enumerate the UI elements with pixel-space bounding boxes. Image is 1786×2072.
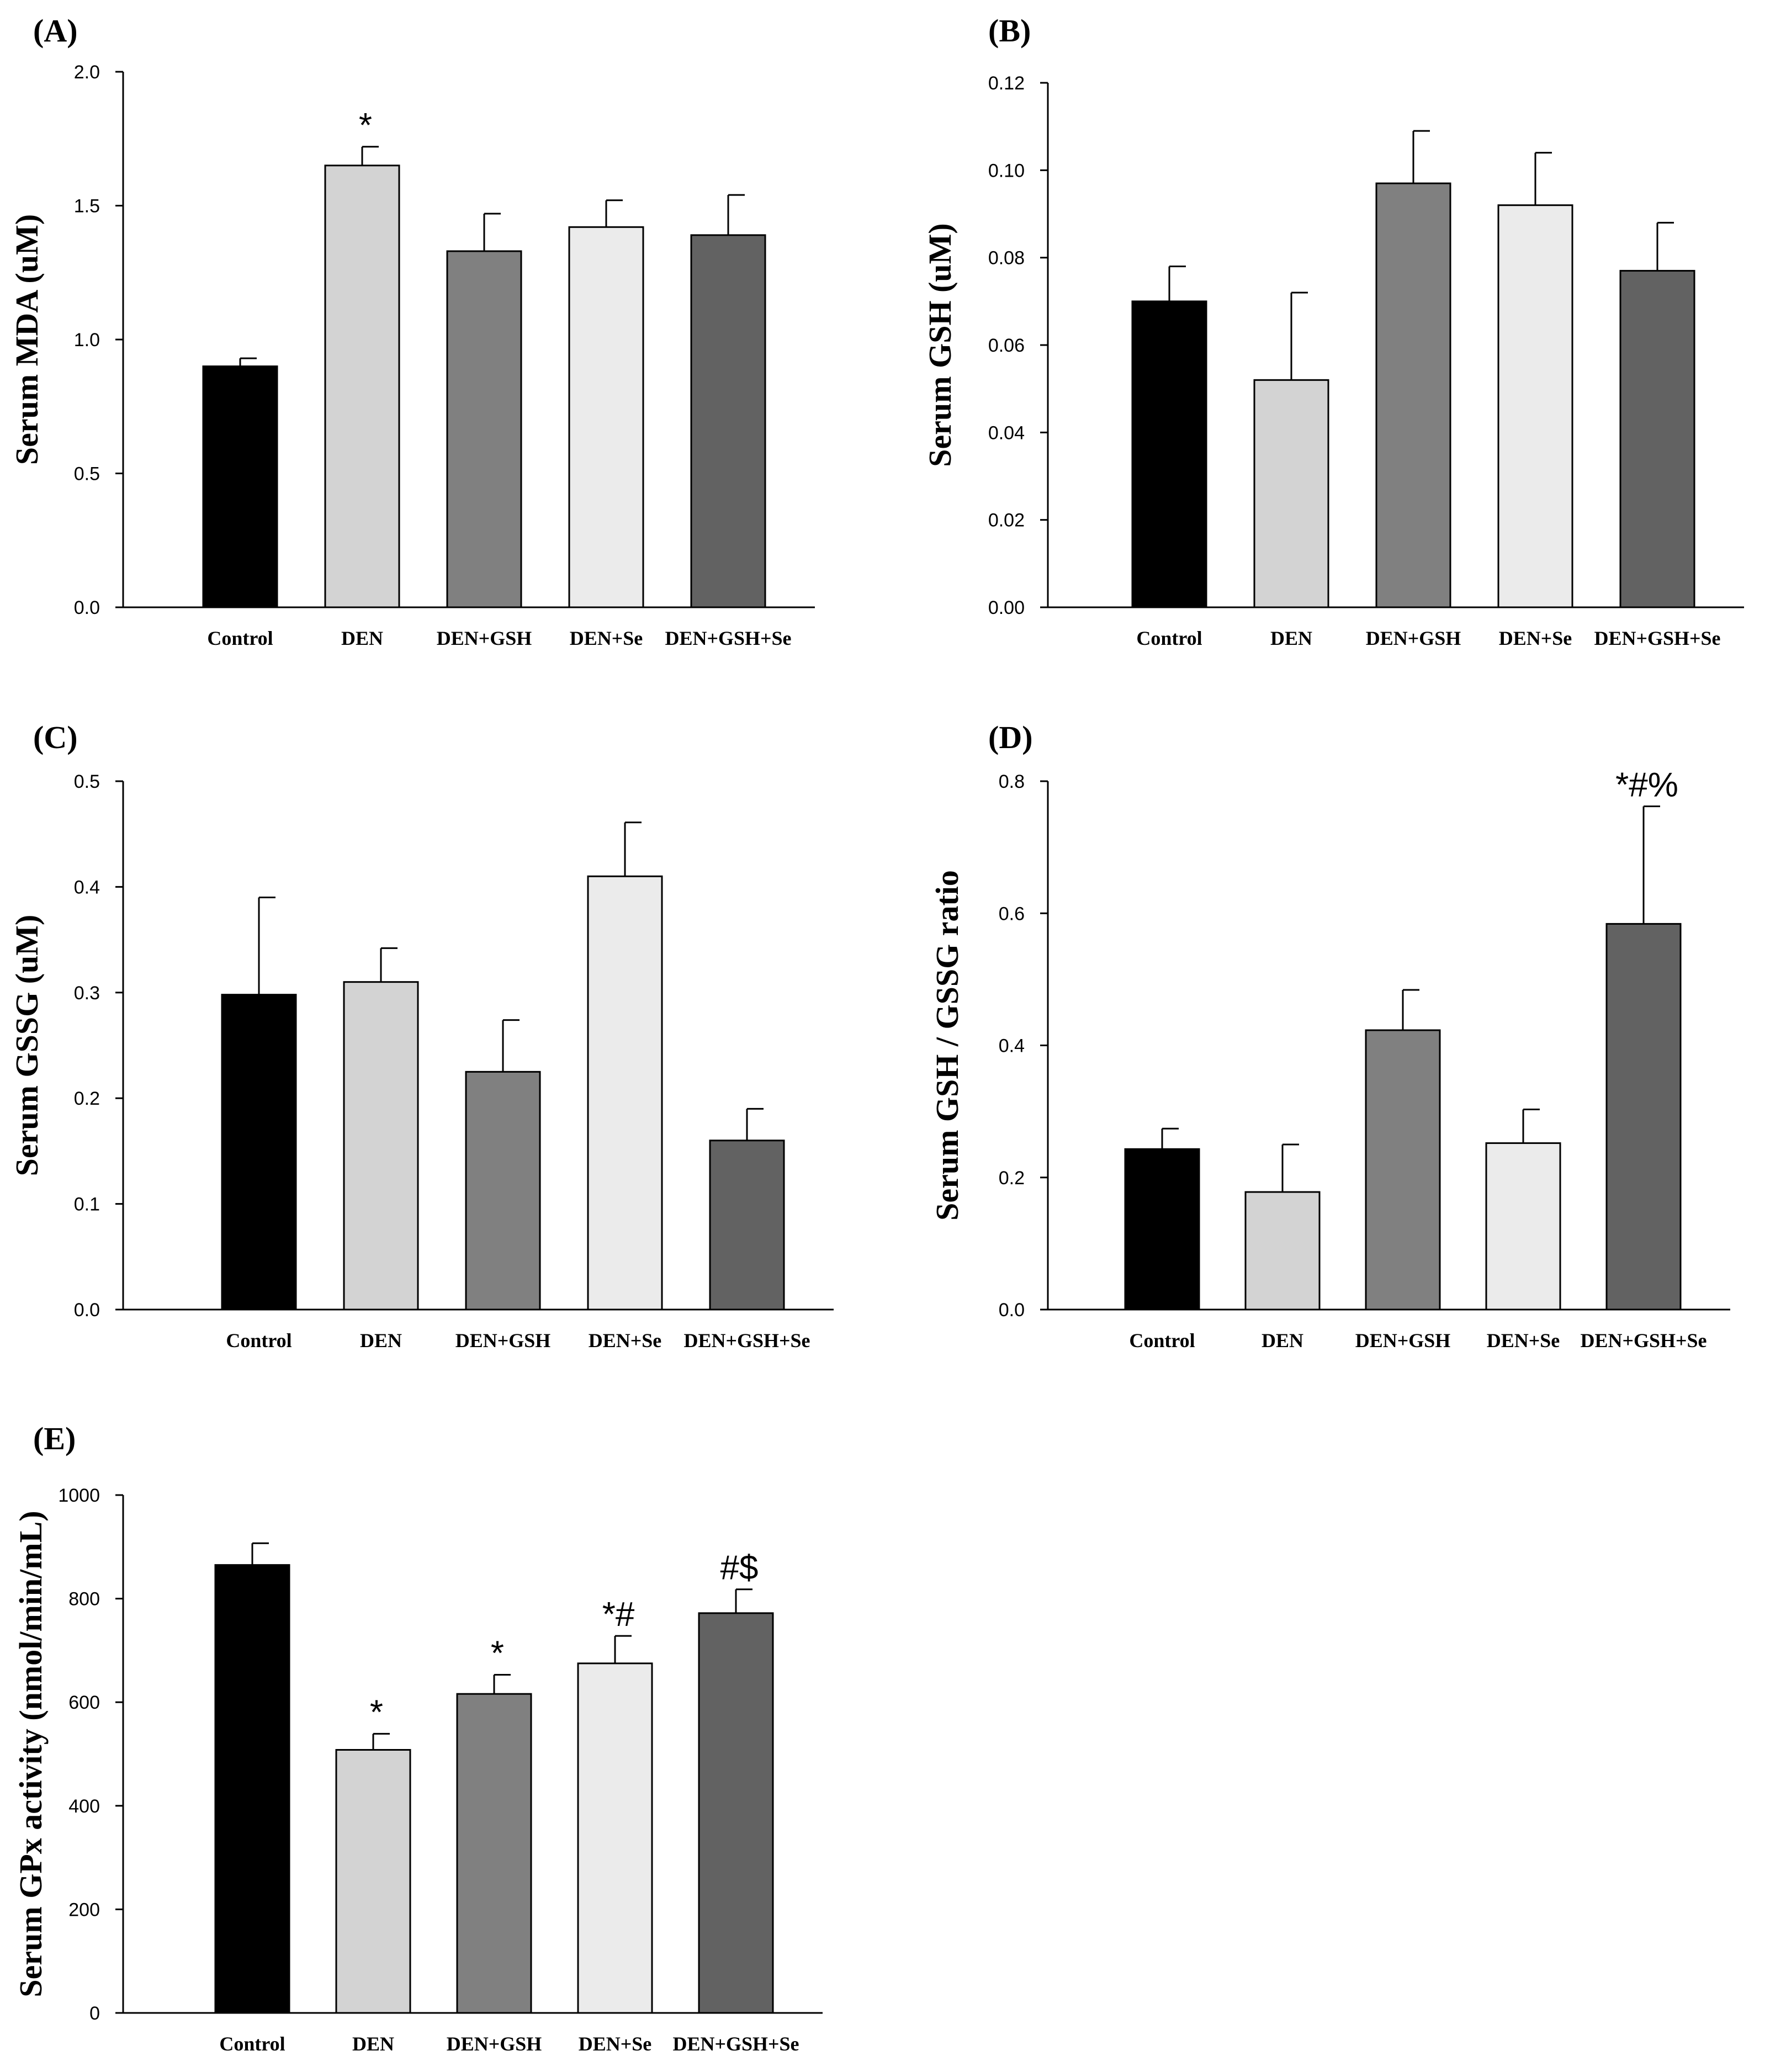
panel-b-y-tick-label: 0.12 — [988, 73, 1025, 94]
panel-c-x-tick-label: Control — [226, 1329, 292, 1352]
panel-a-y-tick-label: 1.0 — [74, 330, 100, 351]
panel-e-x-tick-label: DEN — [352, 2033, 394, 2055]
panel-a-x-tick-label: Control — [207, 627, 273, 649]
panel-b-y-tick-label: 0.08 — [988, 248, 1025, 269]
panel-a-bar — [324, 165, 400, 608]
panel-a-y-tick-label: 2.0 — [74, 62, 100, 83]
panel-e-x-tick-label: Control — [219, 2033, 285, 2055]
panel-b-bar — [1375, 182, 1451, 608]
panel-a-label: (A) — [33, 13, 78, 49]
panel-c-y-tick-label: 0.5 — [74, 771, 100, 792]
panel-d-x-tick-label: DEN+GSH — [1355, 1329, 1451, 1352]
panel-d-x-tick-label: DEN+Se — [1487, 1329, 1560, 1352]
panel-e-y-axis-label: Serum GPx activity (nmol/min/mL) — [13, 1511, 49, 1997]
panel-c-y-tick-label: 0.0 — [74, 1300, 100, 1321]
panel-b-y-tick-label: 0.06 — [988, 335, 1025, 356]
panel-e-bar — [577, 1662, 653, 2014]
panel-c-y-tick-label: 0.1 — [74, 1194, 100, 1215]
panel-a-x-tick-label: DEN+GSH+Se — [665, 627, 791, 649]
panel-e-y-tick-label: 200 — [68, 1899, 100, 1920]
panel-e-y-tick-label: 600 — [68, 1692, 100, 1713]
panel-c-x-tick-label: DEN+GSH — [455, 1329, 551, 1352]
panel-d-y-tick-label: 0.6 — [999, 903, 1025, 924]
panel-e-y-tick-label: 800 — [68, 1589, 100, 1610]
panel-e-bar — [456, 1693, 532, 2014]
panel-a-bar — [446, 250, 522, 608]
panel-a-y-tick-label: 0.5 — [74, 464, 100, 485]
panel-b-x-tick-label: DEN+GSH+Se — [1594, 627, 1720, 649]
panel-e-x-tick-label: DEN+GSH — [447, 2033, 542, 2055]
panel-e-significance-label: #$ — [720, 1549, 759, 1587]
panel-b-y-axis-label: Serum GSH (uM) — [922, 223, 958, 467]
panel-d-label: (D) — [988, 719, 1033, 755]
panel-a-x-tick-label: DEN+Se — [570, 627, 643, 649]
panel-e-significance-label: * — [491, 1634, 504, 1672]
panel-d-y-tick-label: 0.8 — [999, 771, 1025, 792]
panel-e-bar — [698, 1612, 774, 2014]
panel-c-label: (C) — [33, 719, 78, 755]
panel-c-bar — [587, 875, 663, 1311]
panel-b-label: (B) — [988, 13, 1031, 49]
panel-d-bar — [1365, 1029, 1441, 1311]
panel-c-bar — [221, 994, 297, 1311]
panel-a-bar — [568, 226, 644, 608]
panel-d-bar — [1485, 1142, 1561, 1311]
panel-c-bar — [343, 981, 419, 1311]
panel-b-y-tick-label: 0.00 — [988, 597, 1025, 618]
panel-d-y-axis-label: Serum GSH / GSSG ratio — [929, 870, 965, 1221]
panel-b-y-tick-label: 0.10 — [988, 160, 1025, 181]
panel-d-bar — [1605, 923, 1682, 1311]
panel-d-y-tick-label: 0.4 — [999, 1036, 1025, 1057]
panel-e-significance-label: * — [370, 1693, 383, 1731]
panel-c-y-axis-label: Serum GSSG (uM) — [9, 915, 45, 1177]
panel-c-bar — [465, 1071, 541, 1311]
panel-c-y-tick-label: 0.3 — [74, 983, 100, 1004]
panel-d-bar — [1244, 1191, 1321, 1311]
panel-c-y-tick-label: 0.4 — [74, 877, 100, 898]
panel-d-y-tick-label: 0.0 — [999, 1300, 1025, 1321]
panel-b-y-tick-label: 0.04 — [988, 422, 1025, 443]
panel-e-y-tick-label: 0 — [89, 2003, 100, 2024]
panel-e-significance-label: *# — [602, 1596, 635, 1634]
panel-b-bar — [1253, 379, 1329, 608]
panel-b-x-tick-label: DEN+Se — [1499, 627, 1572, 649]
panel-e-x-tick-label: DEN+Se — [579, 2033, 652, 2055]
panel-d-bar — [1124, 1148, 1200, 1311]
panel-e-bar — [335, 1748, 411, 2014]
panel-b-x-tick-label: DEN+GSH — [1366, 627, 1461, 649]
panel-e-x-tick-label: DEN+GSH+Se — [672, 2033, 799, 2055]
panel-e-y-tick-label: 1000 — [58, 1485, 100, 1506]
panel-a-y-tick-label: 0.0 — [74, 597, 100, 618]
panel-a-significance-label: * — [359, 107, 372, 145]
panel-e-bar — [214, 1564, 290, 2014]
panel-c-x-tick-label: DEN+GSH+Se — [683, 1329, 810, 1352]
panel-b-bar — [1131, 300, 1207, 608]
panel-a-x-tick-label: DEN+GSH — [437, 627, 532, 649]
panel-b-bar — [1497, 204, 1573, 608]
panel-c-x-tick-label: DEN+Se — [589, 1329, 662, 1352]
panel-b-x-tick-label: Control — [1136, 627, 1202, 649]
panel-b-bar — [1619, 269, 1695, 608]
panel-a-y-axis-label: Serum MDA (uM) — [9, 214, 45, 465]
panel-c-y-tick-label: 0.2 — [74, 1088, 100, 1109]
panel-d-x-tick-label: DEN+GSH+Se — [1580, 1329, 1706, 1352]
panel-e-y-tick-label: 400 — [68, 1796, 100, 1817]
panel-e-label: (E) — [33, 1421, 76, 1456]
panel-a-bar — [202, 365, 278, 608]
panel-a-x-tick-label: DEN — [341, 627, 383, 649]
panel-b-y-tick-label: 0.02 — [988, 510, 1025, 531]
panel-a-bar — [690, 234, 766, 608]
panel-a-y-tick-label: 1.5 — [74, 196, 100, 217]
panel-c-bar — [709, 1140, 785, 1311]
panel-d-x-tick-label: DEN — [1262, 1329, 1303, 1352]
panel-b-x-tick-label: DEN — [1270, 627, 1312, 649]
panel-d-y-tick-label: 0.2 — [999, 1168, 1025, 1189]
panel-c-x-tick-label: DEN — [360, 1329, 402, 1352]
panel-d-x-tick-label: Control — [1129, 1329, 1195, 1352]
panel-d-significance-label: *#% — [1615, 766, 1678, 804]
